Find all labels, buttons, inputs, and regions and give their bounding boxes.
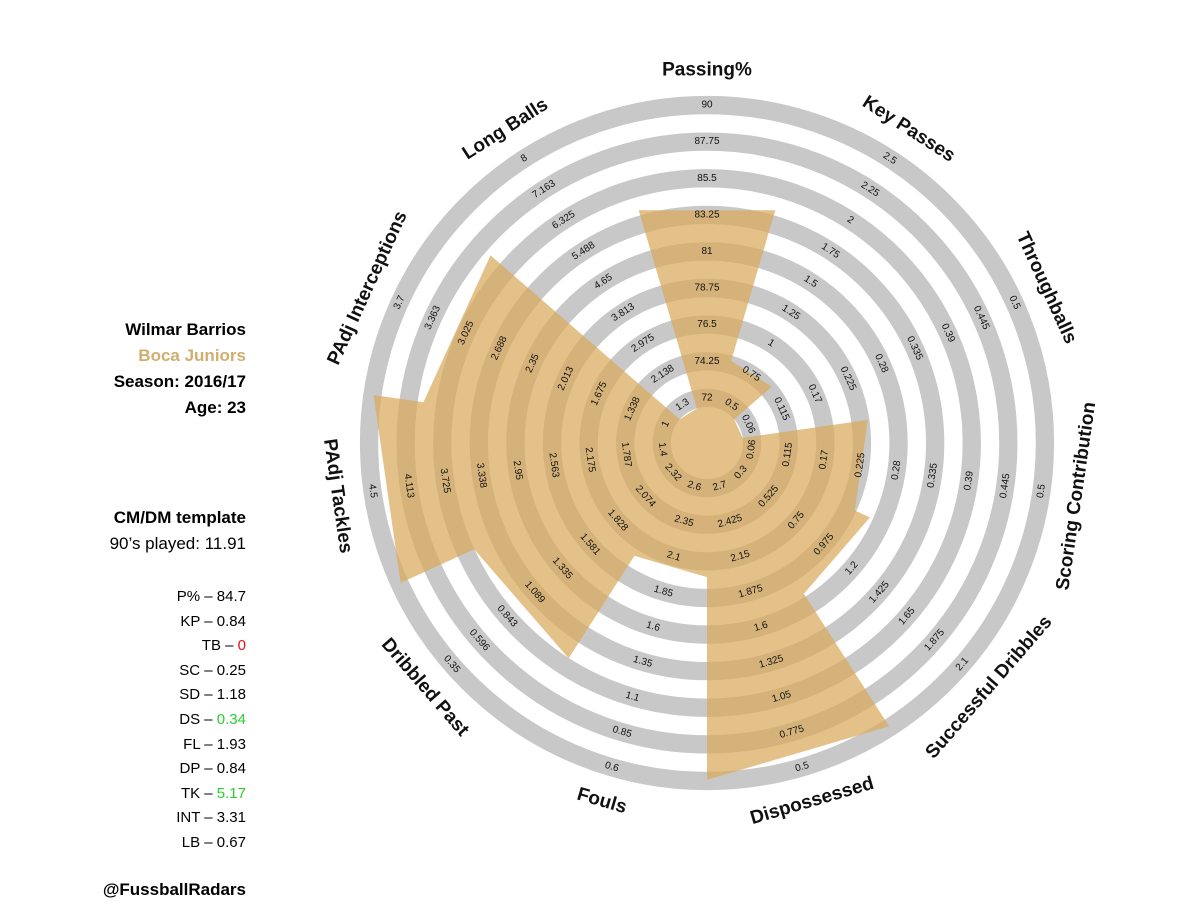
radar-tick-label: 83.25 (694, 209, 719, 220)
radar-tick-label: 3.725 (438, 468, 453, 495)
radar-tick-label: 74.25 (694, 356, 719, 367)
radar-tick-label: 2.15 (729, 548, 751, 564)
radar-tick-label: 0.06 (745, 439, 759, 460)
radar-tick-label: 3.7 (392, 294, 408, 312)
stat-row: SC – 0.25 (179, 662, 246, 679)
radar-tick-label: 8 (519, 152, 530, 164)
radar-ring (359, 95, 1055, 791)
stat-value: 5.17 (216, 784, 246, 802)
radar-tick-label: 1.35 (632, 654, 654, 670)
radar-tick-label: 0.85 (611, 724, 633, 740)
radar-tick-label: 0.335 (926, 462, 941, 489)
stat-abbr: P% – (176, 588, 217, 605)
player-name: Wilmar Barrios (125, 320, 246, 339)
radar-polygon (373, 210, 890, 780)
radar-tick-label: 2.1 (665, 549, 682, 564)
stat-row: KP – 0.84 (180, 613, 246, 630)
radar-tick-label: 1.787 (619, 441, 634, 468)
stat-value: 0.84 (216, 760, 246, 778)
stat-abbr: SC – (179, 661, 217, 679)
stat-abbr: LB – (181, 834, 217, 851)
stat-row: P% – 84.7 (177, 588, 246, 605)
radar-tick-label: 0.225 (853, 452, 868, 479)
radar-tick-label: 0.115 (781, 441, 795, 467)
player-season: Season: 2016/17 (113, 372, 246, 391)
played-label: 90’s played: 11.91 (109, 534, 246, 553)
stat-abbr: TB – (201, 637, 238, 655)
radar-tick-label: 1.4 (656, 442, 669, 458)
stat-abbr: KP – (180, 612, 217, 630)
stat-abbr: DP – (179, 760, 217, 778)
radar-tick-label: 78.75 (694, 283, 719, 294)
radar-tick-label: 90 (701, 100, 713, 111)
stat-value: 1.93 (216, 735, 246, 753)
stat-row: DP – 0.84 (180, 760, 246, 777)
radar-tick-label: 4.113 (402, 473, 416, 499)
stat-value: 1.18 (216, 686, 246, 704)
stat-row: DS – 0.34 (179, 711, 246, 728)
stat-abbr: SD – (179, 686, 217, 704)
radar-tick-label: 2.6 (686, 479, 703, 494)
radar-tick-label: 1 (766, 337, 777, 349)
stat-row: TB – 0 (202, 637, 246, 654)
radar-tick-label: 2.95 (511, 460, 525, 481)
radar-tick-label: 1.05 (771, 689, 793, 705)
radar-tick-label: 85.5 (697, 173, 717, 184)
stat-value: 0.34 (216, 711, 246, 728)
radar-tick-label: 0.5 (1007, 294, 1023, 312)
stat-abbr: TK – (180, 784, 217, 802)
radar-tick-label: 87.75 (694, 136, 719, 147)
radar-tick-label: 0.445 (998, 472, 1013, 499)
radar-tick-label: 0.5 (794, 760, 811, 775)
radar-tick-label: 0.28 (890, 459, 904, 480)
radar-tick-label: 2.563 (546, 452, 561, 479)
radar-tick-label: 1.1 (624, 690, 641, 705)
twitter-handle: @FussballRadars (102, 880, 246, 899)
stat-row: FL – 1.93 (183, 736, 246, 753)
radar-tick-label: 2.35 (673, 513, 695, 529)
stat-value: 0.84 (216, 612, 246, 630)
player-info-panel: Wilmar Barrios Boca Juniors Season: 2016… (0, 0, 246, 910)
stat-row: SD – 1.18 (179, 686, 246, 703)
radar-axis-label: Scoring Contribution (1052, 401, 1100, 592)
radar-tick-label: 72 (701, 392, 713, 403)
stat-value: 0 (237, 637, 246, 655)
radar-tick-label: 1.85 (652, 584, 674, 600)
radar-tick-label: 0.5 (1035, 483, 1048, 499)
radar-axis-label: Fouls (575, 784, 630, 818)
radar-tick-label: 1.6 (753, 619, 770, 634)
stat-abbr: INT – (176, 809, 217, 827)
stat-value: 84.7 (216, 588, 246, 605)
radar-tick-label: 81 (701, 246, 713, 257)
stat-row: TK – 5.17 (181, 785, 246, 802)
stat-row: LB – 0.67 (182, 834, 246, 851)
player-age: Age: 23 (184, 398, 246, 417)
radar-tick-label: 0.6 (604, 760, 621, 775)
radar-tick-label: 1.6 (645, 620, 662, 635)
radar-tick-label: 2.175 (583, 447, 598, 474)
radar-axis-label: PAdj Tackles (319, 437, 356, 554)
radar-tick-label: 76.5 (697, 319, 717, 330)
radar-tick-label: 1 (660, 419, 672, 429)
stat-abbr: FL – (183, 735, 217, 753)
radar-axis-label: Passing% (662, 59, 752, 80)
stat-value: 0.25 (216, 661, 246, 679)
radar-tick-label: 4.5 (366, 483, 379, 499)
stat-value: 3.31 (216, 809, 246, 827)
radar-tick-label: 0.17 (817, 449, 831, 470)
template-label: CM/DM template (113, 508, 246, 527)
radar-shape (373, 210, 890, 780)
radar-tick-label: 3.338 (474, 462, 489, 489)
radar-axis-label: Dribbled Past (377, 634, 474, 741)
stat-row: INT – 3.31 (176, 809, 246, 826)
player-club: Boca Juniors (138, 346, 246, 365)
stat-value: 0.67 (216, 834, 246, 851)
radar-tick-label: 2.7 (712, 479, 729, 494)
radar-tick-label: 2 (845, 214, 856, 226)
stat-abbr: DS – (179, 711, 217, 728)
radar-tick-label: 0.39 (962, 470, 976, 491)
